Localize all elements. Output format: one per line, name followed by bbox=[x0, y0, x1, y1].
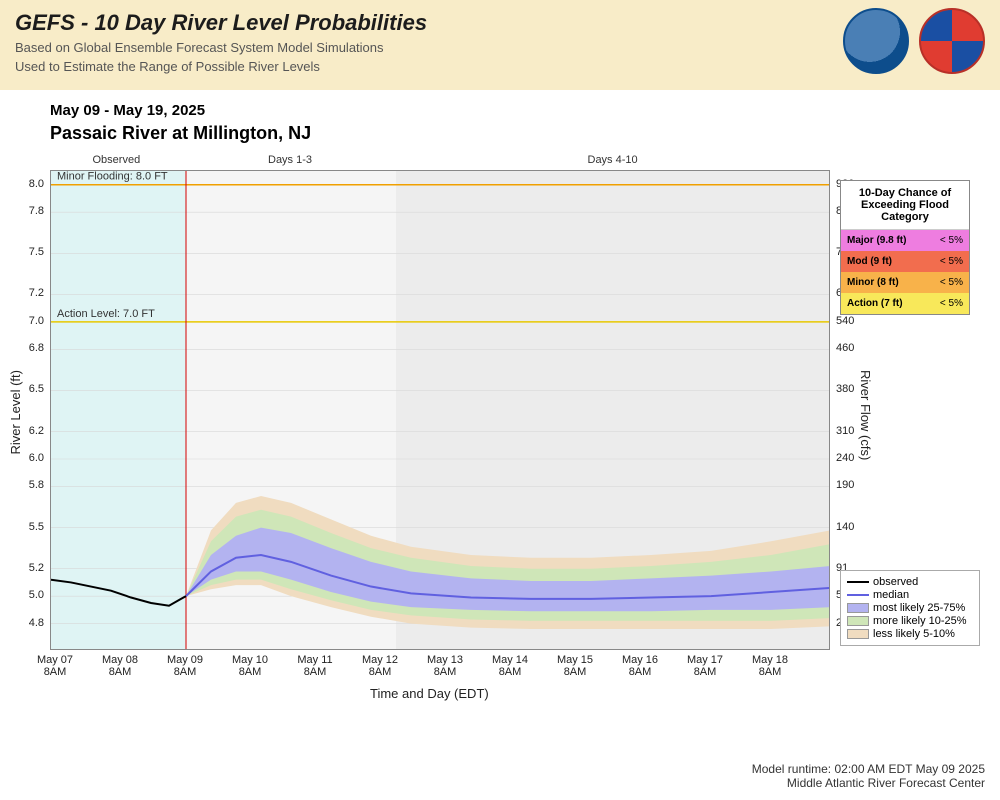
chart-container: Minor Flooding: 8.0 FT Action Level: 7.0 … bbox=[50, 170, 830, 700]
page-title: GEFS - 10 Day River Level Probabilities bbox=[15, 10, 985, 36]
x-tick: May 188AM bbox=[745, 654, 795, 678]
y-left-tick: 5.2 bbox=[29, 562, 44, 574]
location-name: Passaic River at Millington, NJ bbox=[50, 123, 985, 144]
y-left-tick: 8.0 bbox=[29, 178, 44, 190]
svg-text:Action Level: 7.0 FT: Action Level: 7.0 FT bbox=[57, 308, 155, 320]
y-right-tick: 540 bbox=[836, 315, 854, 327]
x-tick: May 138AM bbox=[420, 654, 470, 678]
y-left-tick: 6.5 bbox=[29, 383, 44, 395]
river-level-chart: Minor Flooding: 8.0 FT Action Level: 7.0 … bbox=[50, 170, 830, 650]
chart-heading: May 09 - May 19, 2025 Passaic River at M… bbox=[0, 90, 1000, 144]
y-right-tick: 190 bbox=[836, 479, 854, 491]
y-right-tick: 240 bbox=[836, 452, 854, 464]
x-tick: May 128AM bbox=[355, 654, 405, 678]
x-tick: May 078AM bbox=[30, 654, 80, 678]
subtitle-line-2: Used to Estimate the Range of Possible R… bbox=[15, 59, 985, 74]
flood-legend-row: Action (7 ft)< 5% bbox=[841, 293, 969, 314]
nws-logo-icon bbox=[919, 8, 985, 74]
svg-text:Minor Flooding: 8.0 FT: Minor Flooding: 8.0 FT bbox=[57, 171, 168, 183]
flood-category-legend: 10-Day Chance of Exceeding Flood Categor… bbox=[840, 180, 970, 315]
x-tick: May 088AM bbox=[95, 654, 145, 678]
subtitle-line-1: Based on Global Ensemble Forecast System… bbox=[15, 40, 985, 55]
y-left-tick: 7.5 bbox=[29, 246, 44, 258]
x-tick: May 148AM bbox=[485, 654, 535, 678]
model-runtime: Model runtime: 02:00 AM EDT May 09 2025 bbox=[752, 762, 985, 776]
y-left-tick: 5.5 bbox=[29, 521, 44, 533]
x-tick: May 108AM bbox=[225, 654, 275, 678]
y-right-tick: 140 bbox=[836, 521, 854, 533]
y-right-tick: 460 bbox=[836, 342, 854, 354]
y-left-tick: 5.0 bbox=[29, 589, 44, 601]
y-right-tick: 310 bbox=[836, 425, 854, 437]
forecast-center: Middle Atlantic River Forecast Center bbox=[752, 776, 985, 790]
y-left-tick: 6.0 bbox=[29, 452, 44, 464]
y-left-tick: 7.2 bbox=[29, 287, 44, 299]
region-label-observed: Observed bbox=[93, 154, 141, 166]
legend-item: more likely 10-25% bbox=[847, 615, 973, 627]
flood-legend-row: Minor (8 ft)< 5% bbox=[841, 272, 969, 293]
x-tick: May 168AM bbox=[615, 654, 665, 678]
x-tick: May 178AM bbox=[680, 654, 730, 678]
y-right-tick: 380 bbox=[836, 383, 854, 395]
y-axis-left-label: River Level (ft) bbox=[8, 370, 23, 455]
flood-legend-row: Mod (9 ft)< 5% bbox=[841, 251, 969, 272]
x-tick: May 118AM bbox=[290, 654, 340, 678]
legend-item: median bbox=[847, 589, 973, 601]
x-tick: May 158AM bbox=[550, 654, 600, 678]
region-label-days410: Days 4-10 bbox=[588, 154, 638, 166]
logo-group bbox=[843, 8, 985, 74]
x-tick: May 098AM bbox=[160, 654, 210, 678]
flood-legend-row: Major (9.8 ft)< 5% bbox=[841, 230, 969, 251]
y-left-tick: 7.0 bbox=[29, 315, 44, 327]
y-left-tick: 5.8 bbox=[29, 479, 44, 491]
legend-item: less likely 5-10% bbox=[847, 628, 973, 640]
y-left-tick: 7.8 bbox=[29, 205, 44, 217]
y-left-tick: 4.8 bbox=[29, 617, 44, 629]
series-legend: observedmedianmost likely 25-75%more lik… bbox=[840, 570, 980, 646]
y-left-tick: 6.2 bbox=[29, 425, 44, 437]
legend-item: observed bbox=[847, 576, 973, 588]
y-left-tick: 6.8 bbox=[29, 342, 44, 354]
footer: Model runtime: 02:00 AM EDT May 09 2025 … bbox=[752, 762, 985, 790]
x-axis-label: Time and Day (EDT) bbox=[370, 686, 489, 701]
legend-item: most likely 25-75% bbox=[847, 602, 973, 614]
date-range: May 09 - May 19, 2025 bbox=[50, 102, 985, 119]
noaa-logo-icon bbox=[843, 8, 909, 74]
y-axis-right-label: River Flow (cfs) bbox=[858, 370, 873, 460]
header-banner: GEFS - 10 Day River Level Probabilities … bbox=[0, 0, 1000, 90]
flood-legend-title: 10-Day Chance of Exceeding Flood Categor… bbox=[841, 181, 969, 230]
region-label-days13: Days 1-3 bbox=[268, 154, 312, 166]
